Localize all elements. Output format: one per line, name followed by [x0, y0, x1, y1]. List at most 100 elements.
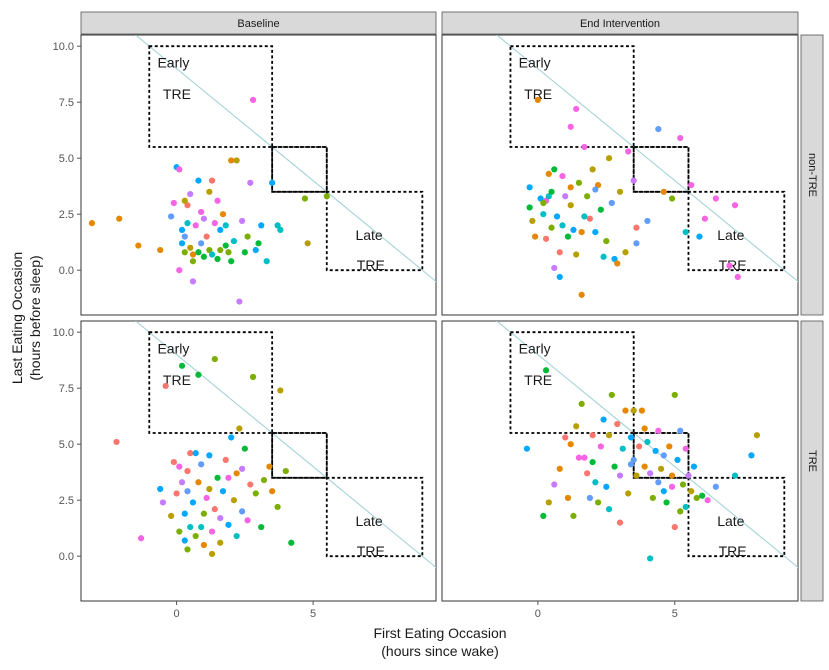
data-point: [603, 237, 610, 245]
x-tick-label: 5: [310, 608, 316, 620]
axis-titles: First Eating Occasion (hours since wake)…: [9, 252, 507, 659]
data-point: [277, 226, 284, 233]
data-point: [748, 452, 755, 459]
data-point: [206, 452, 213, 459]
data-point: [553, 213, 561, 220]
data-point: [641, 463, 648, 470]
data-point: [269, 488, 276, 495]
data-point: [206, 188, 213, 195]
data-point: [192, 532, 199, 540]
panel-non-tre-baseline: Early TRE Late TRE 0.0 2.5 5.0 7.5 10.0: [53, 34, 437, 316]
data-point: [214, 197, 221, 204]
data-point: [195, 177, 202, 184]
data-point: [176, 463, 183, 470]
data-point: [597, 443, 604, 450]
data-point: [611, 255, 618, 263]
data-point: [753, 432, 761, 439]
zone-early-tre: [148, 331, 328, 479]
data-point: [589, 166, 596, 173]
data-point: [225, 249, 232, 256]
data-point: [540, 211, 547, 218]
data-point: [657, 465, 665, 472]
data-point: [600, 416, 607, 423]
data-point: [252, 246, 259, 254]
data-point: [556, 249, 563, 256]
data-point: [584, 470, 591, 477]
data-point: [184, 202, 191, 209]
data-point: [192, 222, 199, 229]
x-axis-title-line1: First Eating Occasion: [373, 625, 506, 641]
data-point: [195, 371, 202, 378]
data-point: [592, 479, 599, 486]
data-point: [660, 188, 667, 195]
data-point: [189, 499, 197, 506]
data-point: [594, 499, 602, 506]
data-point: [622, 407, 629, 414]
data-point: [649, 494, 656, 502]
y-tick-label: 10.0: [53, 41, 74, 53]
data-point: [247, 481, 254, 488]
data-point: [630, 177, 637, 184]
strip-col-baseline: Baseline: [80, 11, 437, 35]
data-point: [187, 244, 194, 251]
data-point: [523, 445, 530, 452]
data-point: [214, 474, 221, 481]
data-point: [573, 423, 580, 430]
data-point: [252, 490, 259, 497]
data-point: [198, 208, 205, 216]
data-point: [644, 217, 651, 225]
diagonal-reference-line: [135, 35, 436, 283]
data-point: [173, 490, 180, 497]
data-point: [559, 173, 566, 180]
data-point: [170, 459, 177, 466]
data-point: [545, 499, 552, 506]
data-point: [731, 202, 739, 209]
data-point: [222, 222, 229, 229]
zone-label-early-line1: Early: [519, 340, 551, 356]
data-point: [225, 474, 232, 481]
panel-frame: [441, 34, 799, 316]
data-point: [682, 229, 689, 236]
data-point: [217, 246, 224, 254]
zone-label-early-line2: TRE: [524, 86, 552, 102]
data-point: [217, 226, 224, 233]
data-point: [274, 222, 281, 229]
data-point: [189, 251, 197, 258]
data-point: [181, 537, 188, 544]
data-point: [137, 535, 145, 542]
panel-frame: [80, 320, 437, 602]
data-point: [625, 490, 632, 497]
data-point: [712, 483, 719, 490]
data-point: [592, 186, 599, 193]
data-point: [594, 181, 602, 189]
data-point: [690, 463, 698, 470]
zone-label-early-line2: TRE: [163, 86, 191, 102]
panel-frame: [80, 34, 437, 316]
data-point: [701, 215, 708, 222]
data-point: [178, 240, 186, 247]
data-point: [176, 267, 183, 274]
data-point: [526, 184, 533, 191]
data-point: [178, 226, 186, 233]
data-point: [564, 494, 572, 502]
data-point: [208, 251, 216, 258]
data-point: [189, 258, 197, 265]
data-point: [178, 479, 186, 486]
data-point: [655, 427, 662, 434]
panels-layer: Early TRE Late TRE 0.0 2.5 5.0 7.5 10.0 Early TRE L…: [53, 34, 799, 620]
data-point: [244, 517, 251, 524]
data-point: [573, 251, 580, 258]
y-axis-title-line1: Last Eating Occasion: [9, 252, 25, 384]
data-point: [168, 512, 175, 519]
data-point: [600, 253, 607, 260]
data-point: [184, 220, 191, 227]
data-point: [540, 512, 547, 519]
data-point: [211, 220, 218, 227]
strip-label-end-intervention: End Intervention: [580, 18, 660, 30]
data-point: [644, 438, 651, 446]
data-point: [181, 233, 188, 240]
zone-label-late-line1: Late: [355, 513, 382, 529]
data-point: [674, 456, 681, 463]
data-point: [211, 506, 218, 513]
